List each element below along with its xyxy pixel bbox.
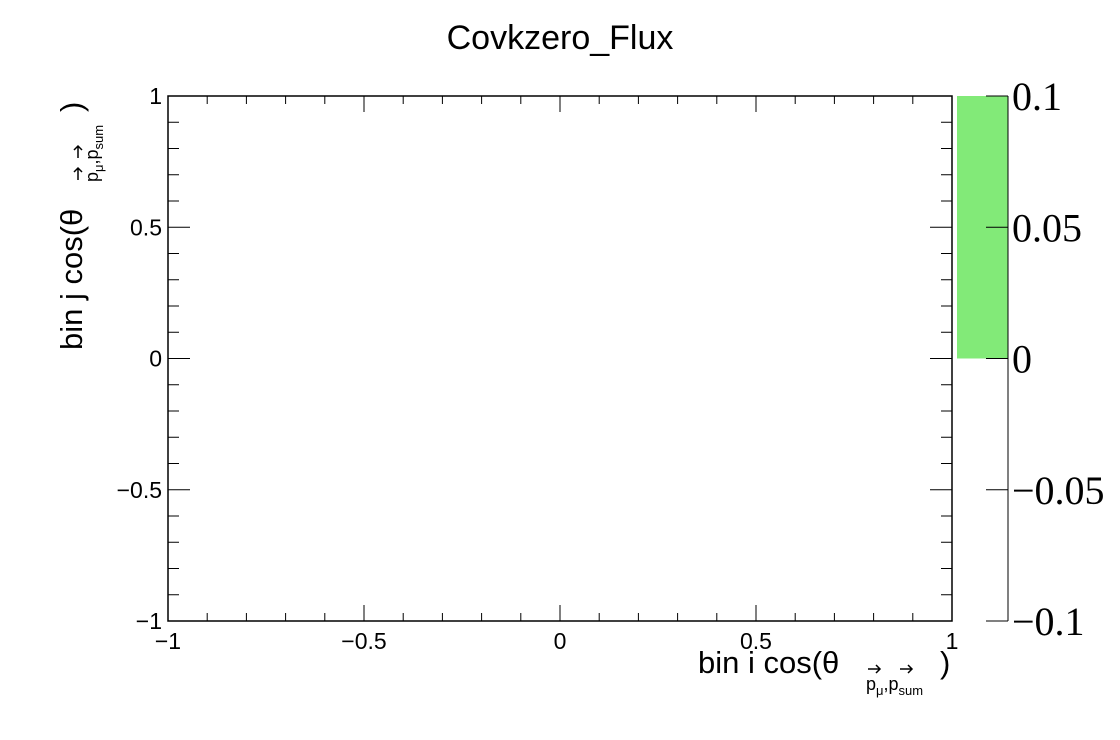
y-title-sub-p: p (82, 172, 102, 182)
y-title-sub-comma: ,p (82, 149, 102, 164)
z-tick-label: 0 (1012, 337, 1032, 382)
y-axis: 1 0.5 0 −0.5 −1 (117, 83, 952, 634)
x-title-arrow-1 (868, 664, 882, 674)
svg-text:bin i cos(θ: bin i cos(θ (698, 645, 839, 680)
y-title-main: bin j cos(θ (54, 209, 89, 350)
plot-frame (167, 95, 953, 622)
x-tick-label: 1 (946, 628, 959, 654)
plot-area (167, 95, 953, 622)
chart-title: Covkzero_Flux (447, 19, 674, 57)
z-axis: 0.1 0.05 0 −0.05 −0.1 (986, 74, 1105, 644)
y-title-arrow-2 (73, 144, 83, 158)
y-title-close: ) (54, 102, 89, 112)
x-title-sub-mu: μ (876, 683, 884, 698)
svg-text:): ) (940, 645, 950, 680)
y-title-sub-mu: μ (91, 164, 106, 172)
x-tick-label: 0.5 (740, 628, 772, 654)
y-axis-title: bin j cos(θ pμ,psum ) (54, 102, 106, 350)
x-tick-label: −1 (155, 628, 181, 654)
x-axis: −1 −0.5 0 0.5 1 (155, 96, 959, 654)
x-tick-label: −0.5 (341, 628, 386, 654)
y-tick-label: −0.5 (117, 477, 162, 503)
svg-text:): ) (54, 102, 89, 112)
y-tick-label: −1 (136, 608, 162, 634)
x-tick-label: 0 (554, 628, 567, 654)
y-tick-label: 1 (149, 83, 162, 109)
x-title-close: ) (940, 645, 950, 680)
z-tick-label: −0.1 (1012, 599, 1085, 644)
svg-text:pμ,psum: pμ,psum (82, 125, 106, 182)
y-title-arrow-1 (73, 166, 83, 180)
z-tick-label: 0.05 (1012, 205, 1082, 250)
y-tick-label: 0 (149, 346, 162, 372)
x-title-sub-p: p (866, 674, 876, 694)
svg-text:bin j cos(θ: bin j cos(θ (54, 209, 89, 350)
y-title-sub-sum: sum (91, 125, 106, 150)
x-title-sub-sum: sum (899, 683, 924, 698)
x-axis-title: bin i cos(θ pμ,psum ) (698, 645, 950, 698)
z-tick-label: 0.1 (1012, 74, 1062, 119)
svg-text:pμ,psum: pμ,psum (866, 674, 923, 698)
x-title-sub-comma: ,p (884, 674, 899, 694)
x-title-arrow-2 (900, 664, 914, 674)
z-tick-label: −0.05 (1012, 468, 1105, 513)
y-tick-label: 0.5 (130, 214, 162, 240)
x-title-main: bin i cos(θ (698, 645, 839, 680)
